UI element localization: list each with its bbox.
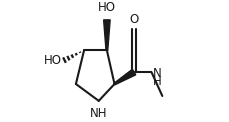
Text: NH: NH bbox=[90, 107, 107, 120]
Text: H: H bbox=[153, 75, 162, 88]
Text: N: N bbox=[153, 67, 162, 80]
Text: O: O bbox=[129, 13, 139, 26]
Polygon shape bbox=[114, 69, 136, 85]
Text: HO: HO bbox=[44, 54, 62, 67]
Text: HO: HO bbox=[98, 1, 116, 14]
Polygon shape bbox=[104, 20, 110, 50]
